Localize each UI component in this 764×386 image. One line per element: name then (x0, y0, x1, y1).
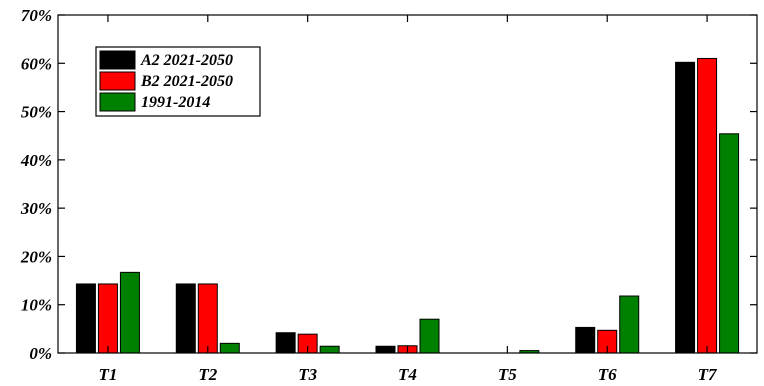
bar-t7-series-1 (697, 57, 718, 354)
legend-swatch-1 (99, 71, 136, 91)
legend-swatch-2 (99, 92, 136, 112)
legend-label-0: A2 2021-2050 (140, 52, 233, 69)
axes-group: 0% 10% 20% 30% 40% 50% 60% 70% T1 T2 T3 T4 T5 T6 T7 (20, 6, 758, 384)
y-tick-label-0: 0% (29, 344, 52, 363)
legend: A2 2021-2050 B2 2021-2050 1991-2014 (95, 46, 261, 117)
bar-t1-series-2 (119, 271, 140, 354)
bar-t2-series-2 (219, 342, 240, 354)
bar-t3-series-2 (319, 345, 340, 354)
bar-t6-series-2 (619, 295, 640, 354)
bar-t2-series-0 (175, 283, 196, 354)
y-tick-label-1: 10% (21, 296, 52, 315)
x-category-label-t2: T2 (198, 365, 217, 384)
x-category-label-t6: T6 (598, 365, 617, 384)
legend-label-2: 1991-2014 (141, 94, 210, 111)
x-category-label-t5: T5 (498, 365, 517, 384)
y-tick-label-5: 50% (21, 103, 52, 122)
y-tick-label-6: 60% (21, 54, 52, 73)
x-category-label-t4: T4 (398, 365, 417, 384)
bar-t3-series-0 (275, 332, 296, 354)
bars-group (75, 57, 740, 354)
bar-t7-series-2 (719, 133, 740, 354)
bar-t7-series-0 (675, 61, 696, 354)
bar-t1-series-1 (97, 283, 118, 354)
bar-t6-series-0 (575, 326, 596, 354)
bar-t4-series-2 (419, 318, 440, 354)
legend-swatch-0 (99, 50, 136, 70)
y-tick-label-2: 20% (20, 247, 52, 266)
x-category-label-t7: T7 (698, 365, 718, 384)
y-tick-label-7: 70% (21, 6, 52, 25)
x-category-label-t3: T3 (298, 365, 317, 384)
y-tick-label-4: 40% (20, 151, 52, 170)
x-category-label-t1: T1 (98, 365, 117, 384)
bar-t1-series-0 (75, 283, 96, 354)
bar-t4-series-0 (375, 345, 396, 354)
y-tick-label-3: 30% (20, 199, 52, 218)
bar-t2-series-1 (197, 283, 218, 354)
legend-label-1: B2 2021-2050 (140, 73, 233, 90)
